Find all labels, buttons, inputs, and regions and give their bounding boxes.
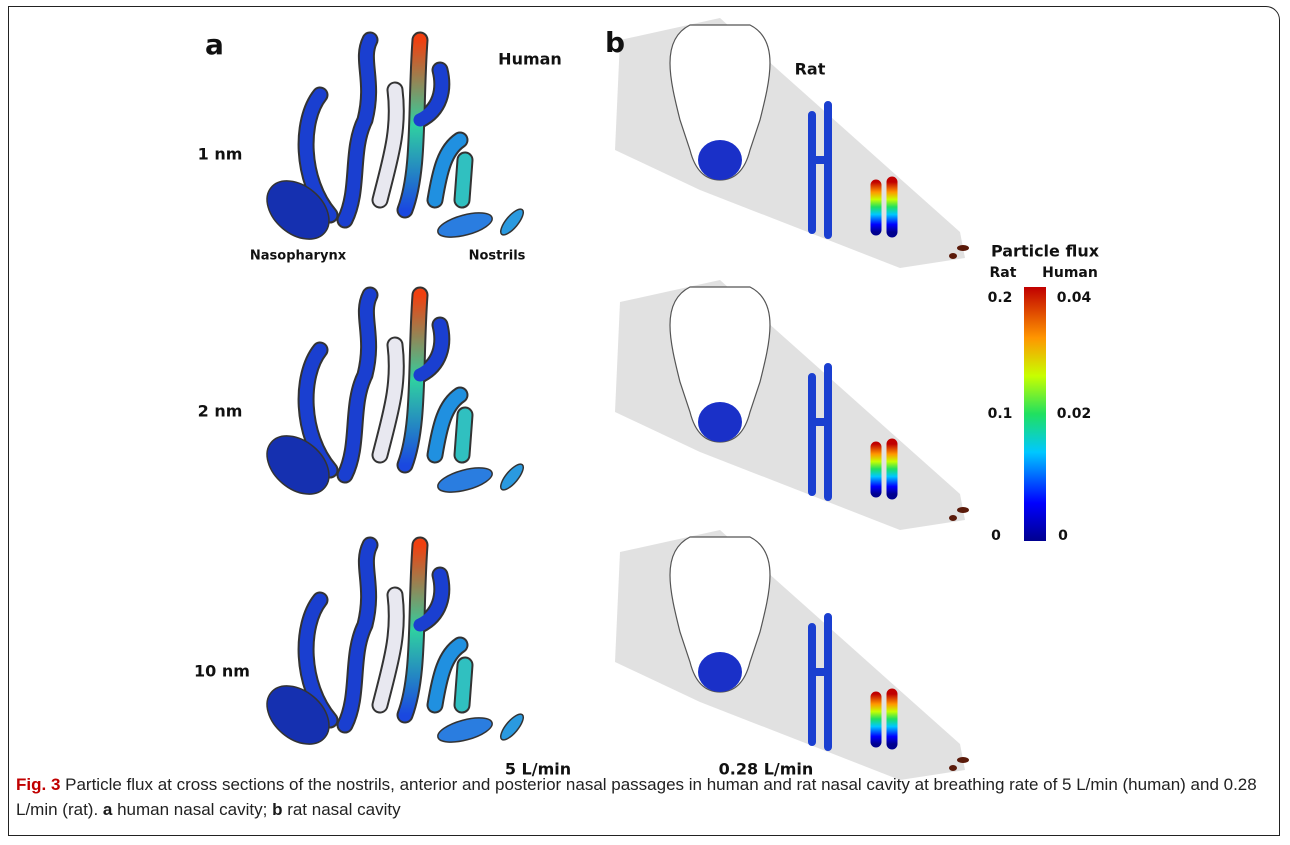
caption-panel-label: b [272, 800, 282, 819]
row-label: 10 nm [194, 662, 250, 681]
colorbar-column: Human [1042, 265, 1098, 281]
panel-title: Human [498, 50, 562, 69]
colorbar-tick: 0.1 [988, 406, 1013, 422]
page: a Human 1 nm 2 nm 10 nm Nasopharynx Nost… [0, 0, 1290, 845]
colorbar-tick: 0 [991, 528, 1001, 544]
panel-label: a [205, 28, 224, 61]
caption: Fig. 3 Particle flux at cross sections o… [16, 772, 1266, 822]
annotation: Nostrils [469, 249, 526, 264]
colorbar-column: Rat [990, 265, 1017, 281]
caption-label: Fig. 3 [16, 775, 60, 794]
caption-panel-label: a [103, 800, 112, 819]
caption-text: rat nasal cavity [282, 800, 400, 819]
panel-label: b [605, 26, 625, 59]
colorbar-tick: 0.02 [1057, 406, 1092, 422]
row-label: 1 nm [198, 145, 243, 164]
colorbar-tick: 0.04 [1057, 290, 1092, 306]
annotation: Nasopharynx [250, 249, 347, 264]
colorbar [1024, 287, 1046, 541]
caption-text: human nasal cavity; [112, 800, 272, 819]
colorbar-tick: 0.2 [988, 290, 1013, 306]
panel-title: Rat [795, 60, 826, 79]
colorbar-title: Particle flux [991, 242, 1100, 261]
row-label: 2 nm [198, 402, 243, 421]
rat-sections [615, 18, 969, 780]
figure: a Human 1 nm 2 nm 10 nm Nasopharynx Nost… [0, 0, 1290, 845]
colorbar-tick: 0 [1058, 528, 1068, 544]
human-sections [256, 40, 527, 756]
